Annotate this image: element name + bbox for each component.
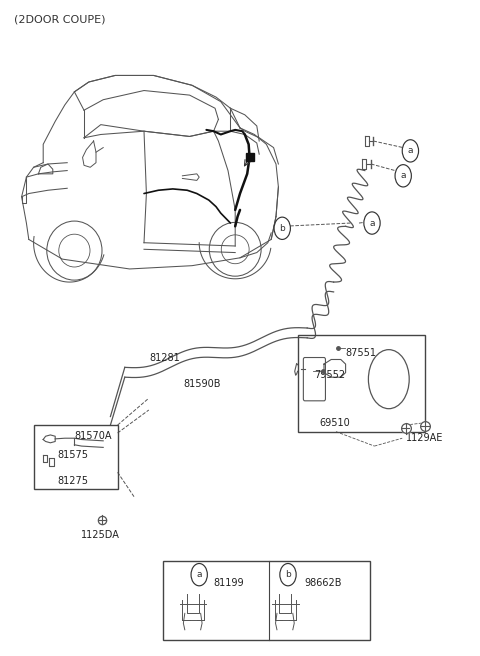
Text: 81575: 81575 <box>58 449 89 460</box>
Text: 1129AE: 1129AE <box>406 433 443 443</box>
Circle shape <box>395 165 411 187</box>
Text: 81590B: 81590B <box>183 379 221 389</box>
Text: (2DOOR COUPE): (2DOOR COUPE) <box>14 14 106 24</box>
Text: a: a <box>369 218 375 228</box>
Text: 69510: 69510 <box>319 418 350 428</box>
Text: b: b <box>279 224 285 233</box>
Text: 87551: 87551 <box>346 348 377 358</box>
Text: a: a <box>400 171 406 180</box>
Text: 81199: 81199 <box>214 577 244 588</box>
Text: 81275: 81275 <box>58 476 89 486</box>
Circle shape <box>402 140 419 162</box>
Circle shape <box>274 217 290 239</box>
Circle shape <box>191 564 207 586</box>
Text: a: a <box>196 570 202 579</box>
Text: 98662B: 98662B <box>305 577 342 588</box>
Circle shape <box>364 212 380 234</box>
Text: 79552: 79552 <box>314 370 346 380</box>
Text: 81281: 81281 <box>149 352 180 363</box>
Text: 81570A: 81570A <box>74 431 112 441</box>
Circle shape <box>280 564 296 586</box>
Text: b: b <box>285 570 291 579</box>
Text: a: a <box>408 146 413 155</box>
Text: 1125DA: 1125DA <box>82 529 120 540</box>
